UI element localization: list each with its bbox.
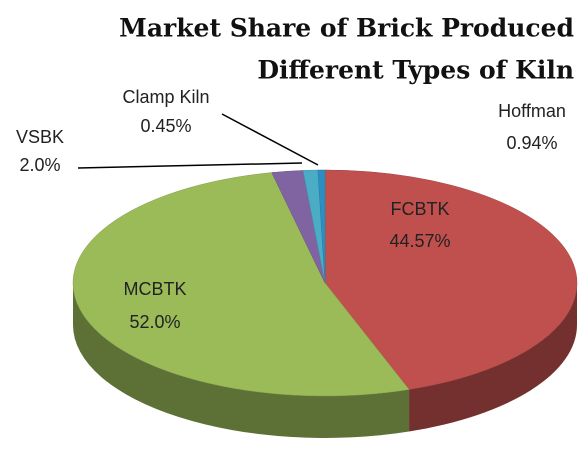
- value-label: 0.45%: [140, 116, 191, 136]
- slice-label: Hoffman: [498, 101, 566, 121]
- value-label: 2.0%: [19, 155, 60, 175]
- chart-title: Market Share of Brick Produced: [119, 14, 574, 43]
- slice: [72, 172, 410, 397]
- slice: [317, 169, 326, 284]
- slice-label: VSBK: [16, 127, 64, 147]
- slice-label: Clamp Kiln: [122, 87, 209, 107]
- slice-label: FCBTK: [390, 199, 449, 219]
- slice: [324, 169, 578, 390]
- slice-label: MCBTK: [124, 279, 187, 299]
- value-label: 52.0%: [129, 312, 180, 332]
- slice-side: [409, 283, 577, 432]
- leader-line: [77, 162, 303, 169]
- value-label: 44.57%: [389, 231, 450, 251]
- value-label: 0.94%: [506, 133, 557, 153]
- chart-title: Different Types of Kiln: [257, 56, 574, 85]
- leader-line: [221, 113, 319, 166]
- slice-side: [73, 283, 410, 438]
